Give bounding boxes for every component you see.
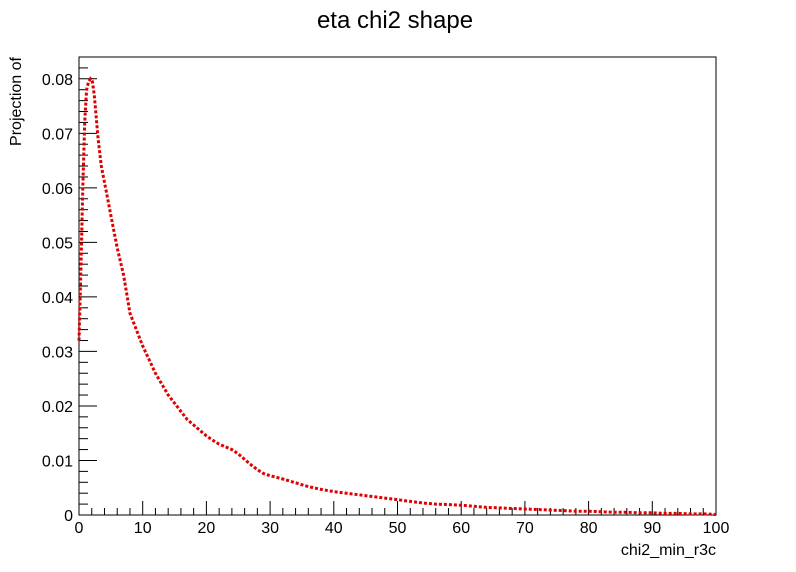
y-tick-label: 0 [64,508,73,525]
x-tick-label: 80 [580,520,598,537]
plot-frame [78,56,717,516]
y-tick-label: 0.05 [42,235,73,252]
x-tick-label: 70 [516,520,534,537]
x-tick-label: 60 [452,520,470,537]
chart-title: eta chi2 shape [317,7,473,34]
x-tick-label: 30 [261,520,279,537]
y-axis-label: Projection of [8,56,25,145]
x-tick-label: 40 [325,520,343,537]
x-tick-label: 100 [703,520,730,537]
y-tick-label: 0.06 [42,181,73,198]
y-tick-label: 0.08 [42,72,73,89]
x-axis-label: chi2_min_r3c [621,542,716,559]
x-tick-label: 20 [198,520,216,537]
x-tick-label: 0 [75,520,84,537]
y-tick-label: 0.07 [42,126,73,143]
series-layer [77,76,717,516]
x-tick-label: 90 [643,520,661,537]
series-line [77,76,717,516]
y-tick-label: 0.02 [42,399,73,416]
y-tick-label: 0.01 [42,453,73,470]
y-axis: 0 0.01 0.02 0.03 0.04 0.05 0.06 0.07 0.08 [42,56,97,525]
x-axis: 0 10 20 30 40 50 60 70 80 90 100 [75,501,730,537]
y-tick-label: 0.04 [42,290,73,307]
x-tick-label: 10 [134,520,152,537]
y-tick-label: 0.03 [42,344,73,361]
x-tick-label: 50 [389,520,407,537]
